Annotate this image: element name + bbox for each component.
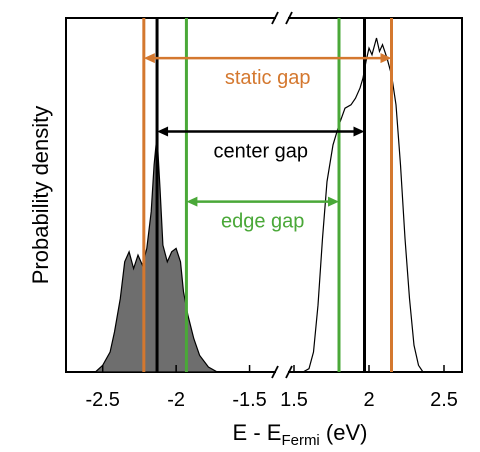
axis-break-gap <box>277 366 287 378</box>
x-tick-label: -1.5 <box>232 389 266 411</box>
axis-break-mark <box>285 11 293 25</box>
edge-gap-annotation: edge gap <box>186 196 339 233</box>
center-gap-arrowhead-left <box>157 126 169 137</box>
x-axis-title-subscript: Fermi <box>281 432 319 449</box>
x-axis-title: E - EFermi (eV) <box>233 420 368 449</box>
ticks-layer: -2.5 -2 -1.5 1.5 2 2.5 <box>85 365 458 411</box>
x-tick-label: -2.5 <box>85 389 119 411</box>
center-gap-label: center gap <box>214 141 309 163</box>
x-tick-label: -2 <box>167 389 185 411</box>
static-gap-label: static gap <box>225 67 311 89</box>
edge-gap-arrowhead-right <box>328 196 339 207</box>
static-gap-annotation: static gap <box>143 53 392 89</box>
center-gap-arrowhead-right <box>353 126 365 137</box>
x-axis-title-suffix: (eV) <box>320 420 368 445</box>
axis-break-layer <box>271 11 293 379</box>
y-axis-title: Probability density <box>28 106 53 285</box>
static-gap-arrowhead-right <box>380 53 392 64</box>
axis-break-mark <box>271 365 279 379</box>
density-line-2 <box>302 37 424 373</box>
center-gap-annotation: center gap <box>157 126 365 163</box>
x-tick-label: 2 <box>363 389 374 411</box>
x-tick-label: 1.5 <box>280 389 308 411</box>
x-tick-label: 2.5 <box>430 389 458 411</box>
x-axis-title-prefix: E - E <box>233 420 282 445</box>
axis-break-mark <box>285 365 293 379</box>
axis-break-gap <box>277 12 287 24</box>
edge-gap-label: edge gap <box>221 211 304 233</box>
axis-break-mark <box>271 11 279 25</box>
gap-annotations-layer: static gap center gap edge gap <box>143 53 392 233</box>
vertical-lines-layer <box>142 18 393 372</box>
edge-gap-arrowhead-left <box>186 196 198 207</box>
static-gap-arrowhead-left <box>143 53 155 64</box>
